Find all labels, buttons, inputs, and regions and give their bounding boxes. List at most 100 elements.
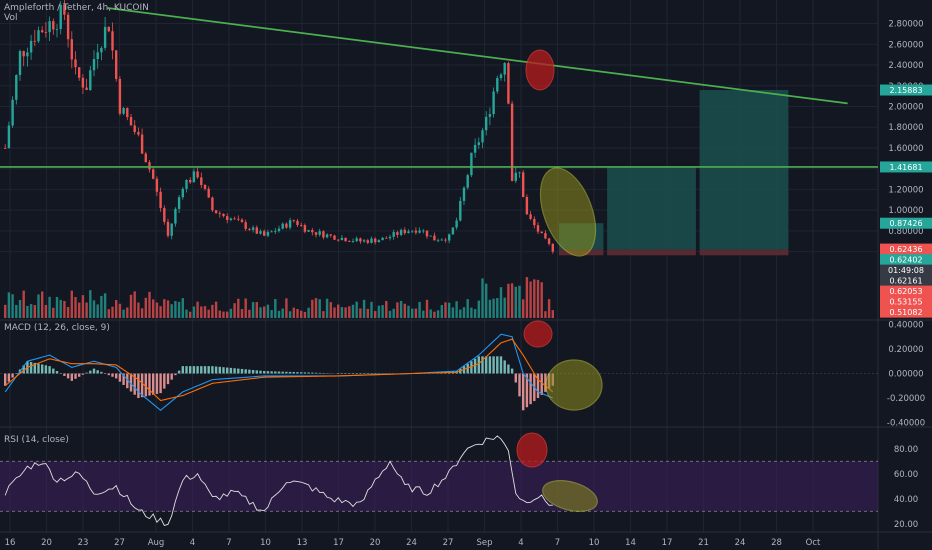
macd-histogram-bar xyxy=(44,365,48,374)
price-tick: 1.00000 xyxy=(888,206,923,216)
candle-body xyxy=(170,223,173,236)
candle-body xyxy=(148,162,151,170)
price-tag-label: 0.87426 xyxy=(889,219,922,228)
volume-bar xyxy=(544,311,547,318)
candle-body xyxy=(263,231,266,236)
volume-bar xyxy=(189,311,192,318)
macd-histogram-bar xyxy=(510,368,514,374)
candle-body xyxy=(340,237,344,241)
volume-bar xyxy=(44,304,48,318)
macd-histogram-bar xyxy=(126,373,129,389)
volume-bar xyxy=(466,299,469,318)
volume-bar xyxy=(485,283,488,318)
candle-body xyxy=(510,103,514,181)
macd-histogram-bar xyxy=(11,373,14,378)
macd-histogram-bar xyxy=(248,369,251,374)
volume-bar xyxy=(440,305,443,318)
macd-histogram-bar xyxy=(507,364,510,374)
candle-body xyxy=(166,221,170,236)
volume-bar xyxy=(311,299,314,318)
candle-body xyxy=(451,227,455,235)
volume-bar xyxy=(436,310,440,318)
candle-body xyxy=(185,179,188,189)
candle-body xyxy=(59,4,62,30)
macd-histogram-bar xyxy=(37,363,40,374)
macd-histogram-bar xyxy=(89,370,92,374)
candle-body xyxy=(200,177,203,185)
volume-bar xyxy=(66,307,70,318)
volume-bar xyxy=(285,298,288,318)
macd-histogram-bar xyxy=(196,366,199,374)
price-tag-label: 0.62161 xyxy=(889,277,922,286)
volume-bar xyxy=(18,300,22,318)
candle-body xyxy=(396,232,399,235)
candle-body xyxy=(152,169,155,179)
candle-body xyxy=(251,227,255,230)
candle-body xyxy=(433,235,436,241)
time-tick: Oct xyxy=(806,538,821,548)
time-tick: 20 xyxy=(370,538,381,548)
price-axis[interactable]: 2.800002.600002.400002.200002.000001.800… xyxy=(880,20,932,530)
candle-body xyxy=(203,184,207,189)
price-tick: 0.80000 xyxy=(888,227,923,237)
candle-body xyxy=(481,130,484,143)
volume-bar xyxy=(103,293,107,318)
candle-body xyxy=(344,237,347,242)
rsi-tick: 60.00 xyxy=(894,470,918,480)
time-axis[interactable]: 16 20 23 27 Aug 4 7 10 13 17 20 24 27 Sep 4 7 10 14 17 21 24… xyxy=(5,538,821,548)
candle-body xyxy=(496,78,499,92)
candle-body xyxy=(274,231,277,232)
macd-histogram-bar xyxy=(200,366,203,374)
candle-body xyxy=(533,218,536,226)
time-tick: 17 xyxy=(333,538,344,548)
macd-histogram-bar xyxy=(477,356,480,374)
macd-histogram-bar xyxy=(207,366,210,374)
candle-body xyxy=(374,238,377,243)
macd-histogram-bar xyxy=(92,368,96,374)
macd-histogram-bar xyxy=(481,356,484,374)
volume-bar xyxy=(462,307,466,318)
macd-histogram-bar xyxy=(218,366,221,374)
macd-histogram-bar xyxy=(300,372,303,374)
volume-bar xyxy=(355,301,358,318)
candle-body xyxy=(78,67,81,78)
macd-histogram-bar xyxy=(70,373,73,381)
macd-histogram-bar xyxy=(359,373,362,374)
volume-bar xyxy=(418,301,421,318)
candle-body xyxy=(81,77,85,88)
macd-histogram-bar xyxy=(152,373,155,395)
volume-bar xyxy=(78,302,81,318)
price-tag-label: 01:49:08 xyxy=(888,266,924,275)
volume-bar xyxy=(455,301,458,318)
candle-body xyxy=(514,172,517,181)
candle-body xyxy=(214,210,218,214)
volume-bar xyxy=(207,309,210,318)
volume-bar xyxy=(226,311,229,318)
volume-bar xyxy=(59,299,62,318)
candle-body xyxy=(322,231,325,238)
macd-histogram-bar xyxy=(96,370,99,374)
volume-bar xyxy=(63,300,66,318)
volume-bar xyxy=(166,300,170,318)
rsi-tick: 20.00 xyxy=(894,520,918,530)
macd-histogram-bar xyxy=(285,371,288,374)
volume-bar xyxy=(329,302,332,318)
macd-histogram-bar xyxy=(307,372,310,374)
price-tick: 1.20000 xyxy=(888,185,923,195)
volume-bar xyxy=(222,311,225,318)
macd-histogram-bar xyxy=(251,369,255,374)
rsi-top-highlight xyxy=(516,432,548,468)
price-tag-box xyxy=(880,285,932,297)
volume-bar xyxy=(81,295,85,318)
volume-bar xyxy=(170,304,173,318)
drawings[interactable] xyxy=(0,7,878,168)
volume-bar xyxy=(381,305,384,318)
macd-histogram-bar xyxy=(240,368,244,374)
volume-bar xyxy=(41,291,44,318)
candle-body xyxy=(399,229,403,235)
macd-histogram-bar xyxy=(466,363,469,374)
highlight-ellipses[interactable] xyxy=(516,49,606,517)
candle-body xyxy=(11,99,14,126)
candle-body xyxy=(529,214,532,219)
